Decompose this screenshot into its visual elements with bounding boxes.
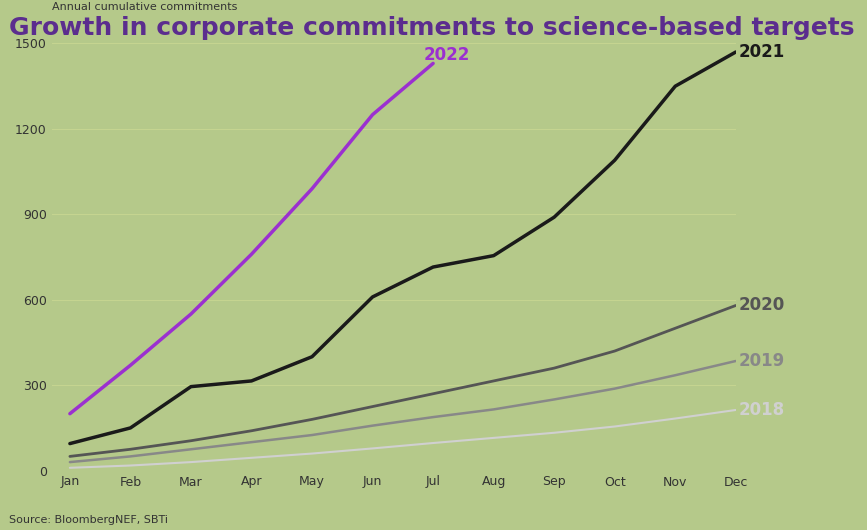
Text: 2019: 2019 [739, 352, 785, 370]
Text: 2021: 2021 [739, 43, 785, 61]
Text: 2022: 2022 [424, 46, 471, 64]
Text: Growth in corporate commitments to science-based targets: Growth in corporate commitments to scien… [9, 16, 854, 40]
Text: 2020: 2020 [739, 296, 785, 314]
Text: 2018: 2018 [739, 401, 785, 419]
Text: Annual cumulative commitments: Annual cumulative commitments [52, 2, 237, 12]
Text: Source: BloombergNEF, SBTi: Source: BloombergNEF, SBTi [9, 515, 167, 525]
